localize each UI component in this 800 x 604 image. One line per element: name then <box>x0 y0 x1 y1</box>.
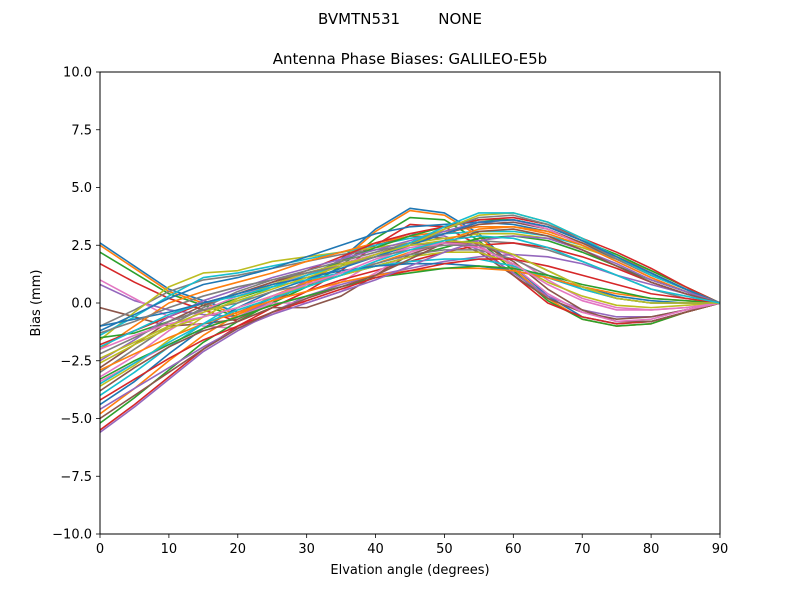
y-tick-label: −10.0 <box>52 528 92 543</box>
x-tick-label: 0 <box>96 542 104 557</box>
series-line <box>100 228 720 420</box>
x-tick-label: 30 <box>298 542 315 557</box>
x-tick-label: 20 <box>230 542 247 557</box>
axis-ticks: 0 10 20 30 40 50 60 70 80 90 −10.0 −7.5 −5.0 −2.5 0.0 2… <box>52 66 728 558</box>
series-line <box>100 262 720 327</box>
y-tick-label: 5.0 <box>71 181 92 196</box>
y-tick-label: 7.5 <box>71 123 92 138</box>
series-line <box>100 265 720 380</box>
series-line <box>100 235 720 410</box>
x-axis-label: Elvation angle (degrees) <box>330 563 489 578</box>
plot-frame <box>99 71 721 535</box>
y-tick-label: 2.5 <box>71 239 92 254</box>
x-tick-label: 60 <box>505 542 522 557</box>
x-tick-label: 50 <box>436 542 453 557</box>
x-tick-label: 40 <box>367 542 384 557</box>
y-tick-label: −2.5 <box>60 354 92 369</box>
series-lines <box>100 207 720 434</box>
figure-suptitle: BVMTN531 NONE <box>318 10 482 28</box>
y-tick-label: 10.0 <box>63 66 92 81</box>
y-axis-label: Bias (mm) <box>29 270 44 337</box>
y-tick-label: −5.0 <box>60 412 92 427</box>
x-tick-label: 90 <box>712 542 729 557</box>
x-tick-label: 10 <box>161 542 178 557</box>
series-line <box>100 239 720 360</box>
series-line <box>100 258 720 401</box>
x-tick-label: 70 <box>574 542 591 557</box>
x-tick-label: 80 <box>643 542 660 557</box>
series-line <box>100 242 720 350</box>
y-tick-label: 0.0 <box>71 297 92 312</box>
y-tick-label: −7.5 <box>60 470 92 485</box>
chart-title: Antenna Phase Biases: GALILEO-E5b <box>273 50 547 68</box>
series-line <box>100 235 720 385</box>
